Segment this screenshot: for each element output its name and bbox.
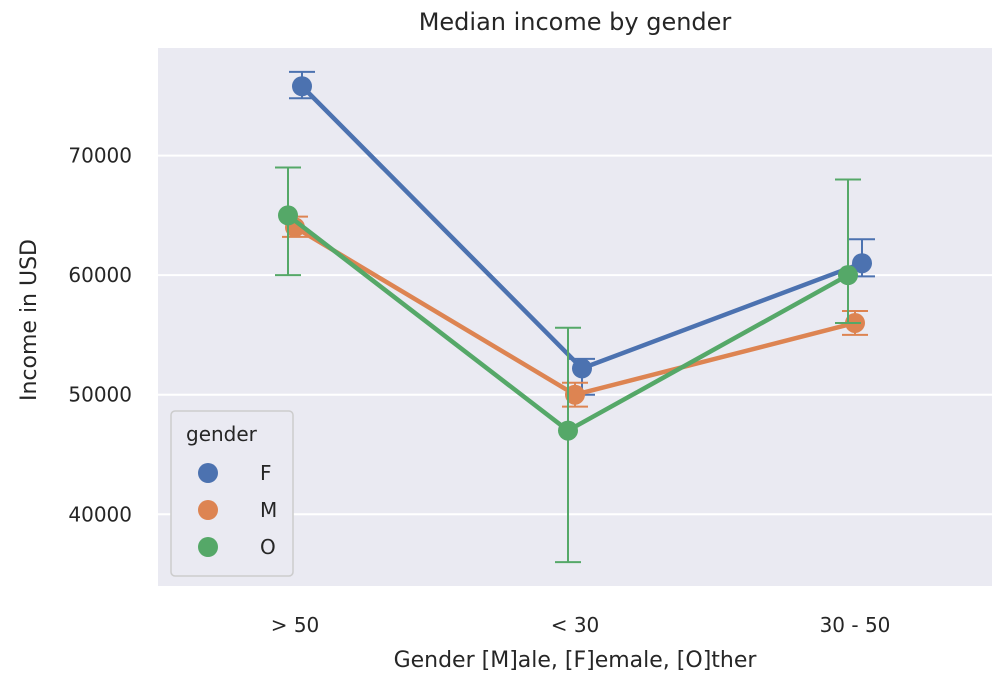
data-point <box>558 420 578 441</box>
legend-marker-F <box>198 463 218 483</box>
x-tick-label: > 50 <box>271 613 320 637</box>
data-point <box>572 358 592 379</box>
x-tick-label: < 30 <box>551 613 600 637</box>
legend-title: gender <box>186 422 258 446</box>
y-tick-label: 50000 <box>68 383 132 407</box>
legend-label-F: F <box>260 461 272 485</box>
x-tick-label: 30 - 50 <box>820 613 891 637</box>
series-F <box>289 70 875 396</box>
legend: gender FMO <box>170 410 294 577</box>
y-tick-label: 40000 <box>68 502 132 526</box>
legend-marker-M <box>198 500 218 520</box>
data-point <box>852 253 872 274</box>
legend-items: FMO <box>198 461 277 559</box>
y-tick-label: 60000 <box>68 263 132 287</box>
y-tick-label: 70000 <box>68 144 132 168</box>
data-point <box>278 205 298 226</box>
series-group <box>275 70 875 564</box>
legend-box <box>170 410 294 577</box>
data-point <box>565 384 585 405</box>
x-axis-label: Gender [M]ale, [F]emale, [O]ther <box>394 648 758 673</box>
chart-title: Median income by gender <box>419 8 732 36</box>
legend-label-M: M <box>260 498 277 522</box>
data-point <box>838 265 858 286</box>
legend-label-O: O <box>260 535 276 559</box>
legend-marker-O <box>198 537 218 557</box>
y-axis-label: Income in USD <box>17 239 42 401</box>
data-point <box>292 76 312 97</box>
x-tick-labels: > 50 < 30 30 - 50 <box>271 613 891 637</box>
series-O <box>275 166 861 564</box>
y-tick-labels: 40000 50000 60000 70000 <box>68 144 132 527</box>
